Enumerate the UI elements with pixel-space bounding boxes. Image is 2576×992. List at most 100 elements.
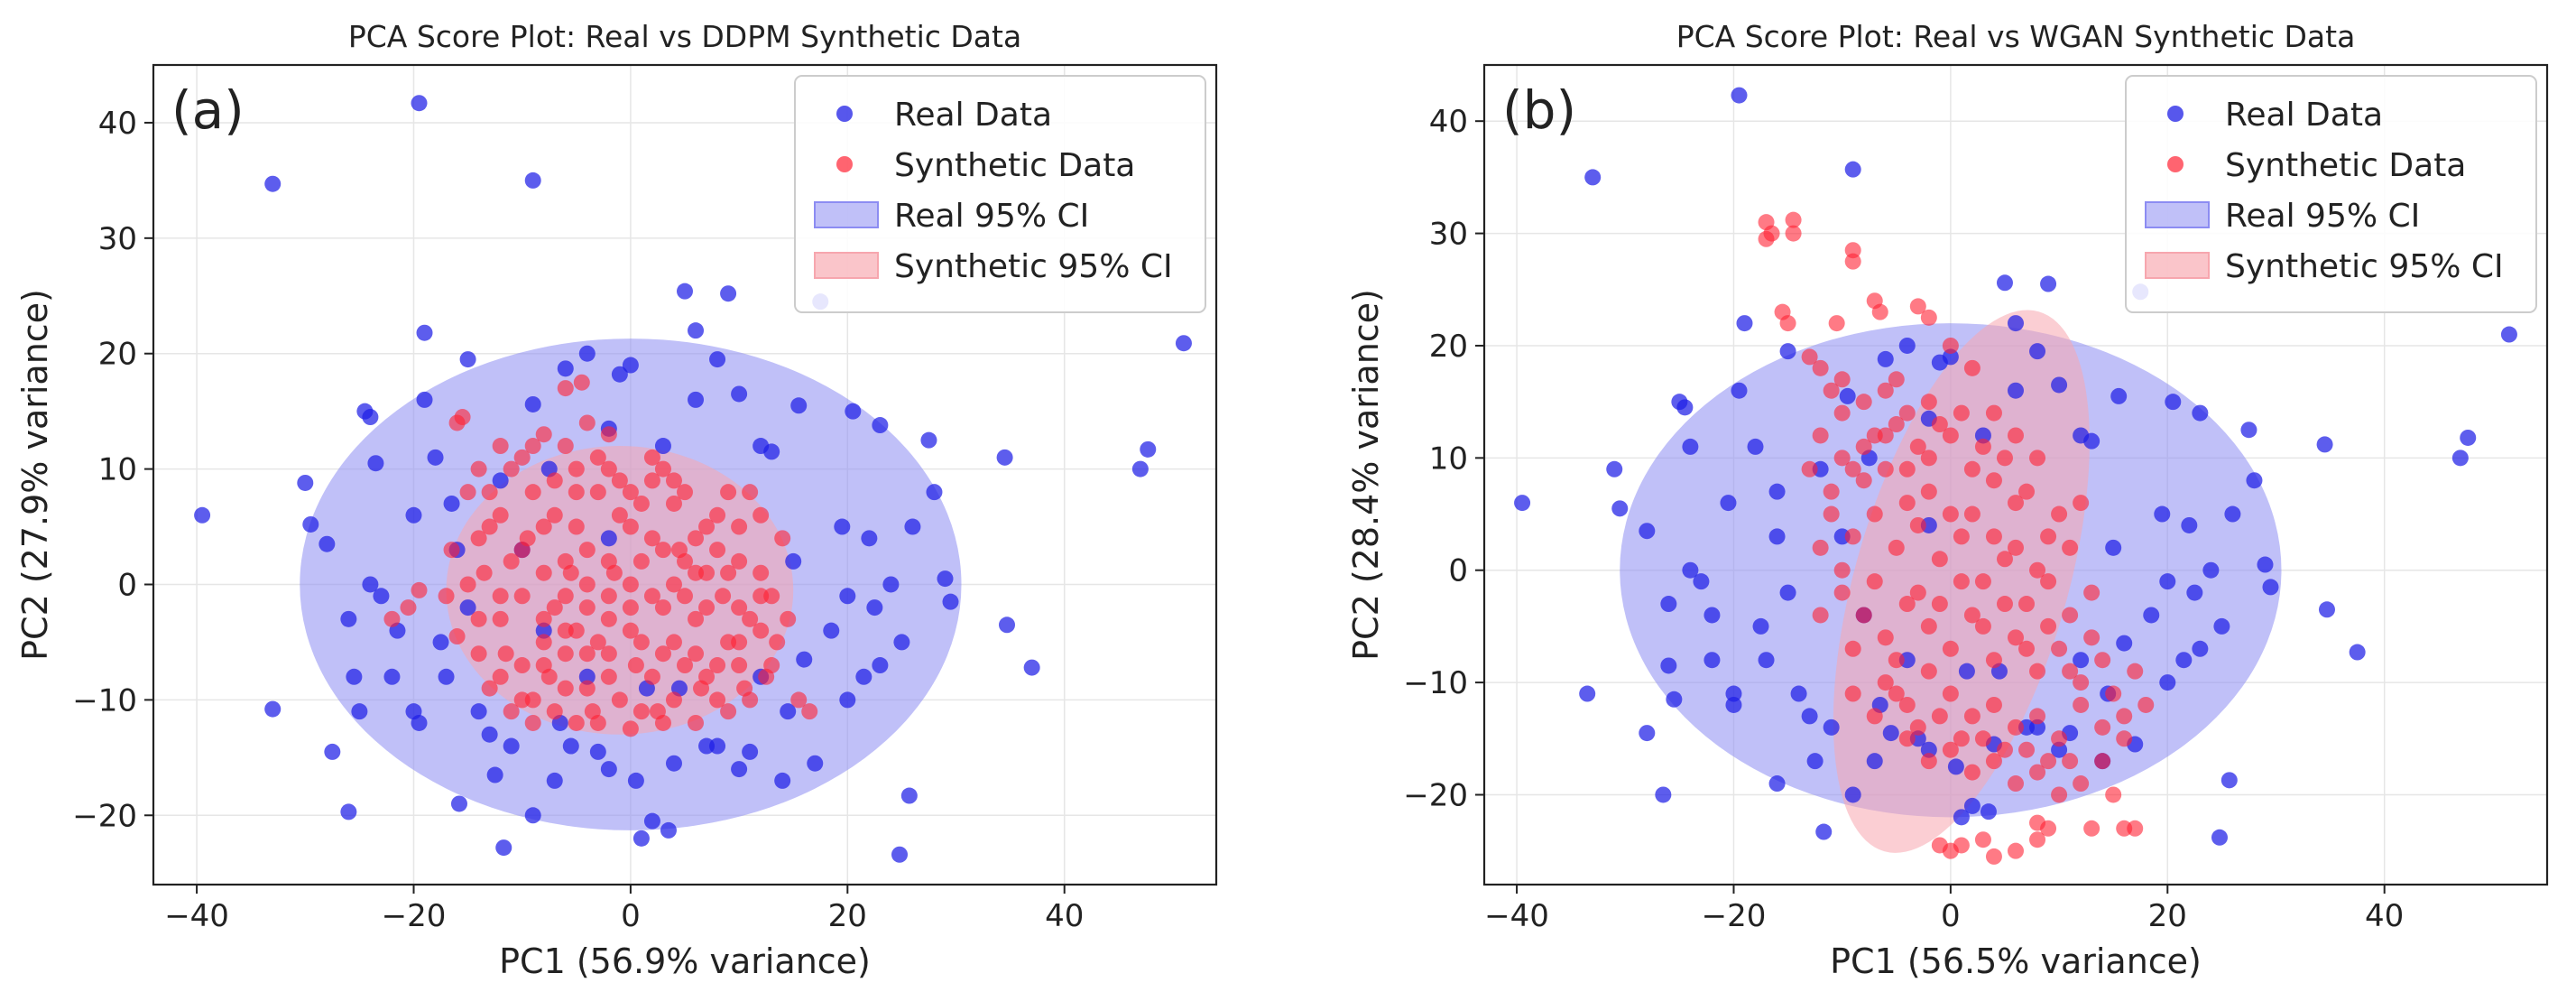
synthetic-data-point: [752, 564, 770, 581]
synthetic-data-point: [589, 714, 606, 731]
synthetic-data-point: [665, 691, 682, 709]
real-data-point: [1720, 495, 1737, 512]
synthetic-data-point: [535, 518, 552, 535]
real-data-point: [937, 570, 954, 588]
real-data-point: [627, 772, 644, 789]
real-data-point: [1682, 561, 1699, 579]
synthetic-data-point: [1920, 663, 1937, 680]
synthetic-data-point: [715, 588, 732, 605]
synthetic-data-point: [503, 703, 520, 720]
synthetic-data-point: [589, 634, 606, 651]
synthetic-data-point: [438, 588, 455, 605]
real-data-point: [665, 755, 682, 772]
synthetic-data-point: [665, 495, 682, 512]
real-data-point: [578, 345, 596, 362]
y-tick-label: 20: [98, 337, 137, 373]
synthetic-data-point: [557, 622, 574, 639]
synthetic-data-point: [1909, 719, 1926, 736]
synthetic-data-point: [2116, 730, 2133, 747]
synthetic-data-point: [524, 714, 541, 731]
synthetic-data-point: [1844, 253, 1861, 270]
synthetic-data-point: [1942, 640, 1959, 657]
synthetic-data-point: [720, 703, 737, 720]
real-data-point: [416, 391, 433, 408]
real-data-point: [882, 576, 900, 593]
synthetic-data-point: [665, 576, 682, 593]
synthetic-data-point: [688, 530, 705, 547]
real-data-point: [1958, 663, 1975, 680]
synthetic-data-point: [1953, 573, 1970, 590]
real-data-point: [2240, 422, 2257, 439]
synthetic-data-point: [1974, 573, 1991, 590]
x-tick-label: 20: [828, 898, 867, 934]
legend-entry: Real Data: [2225, 97, 2383, 134]
synthetic-data-point: [698, 599, 716, 617]
plot-area: [1514, 87, 2517, 865]
synthetic-data-point: [1963, 607, 1980, 624]
synthetic-data-point: [481, 518, 498, 535]
synthetic-data-point: [731, 634, 748, 651]
real-data-point: [823, 622, 840, 639]
synthetic-data-point: [600, 610, 617, 627]
synthetic-data-point: [1812, 539, 1829, 556]
synthetic-data-point: [492, 506, 509, 524]
synthetic-data-point: [1942, 337, 1959, 354]
synthetic-data-point: [524, 484, 541, 501]
real-data-point: [1736, 315, 1753, 332]
synthetic-data-point: [709, 691, 726, 709]
real-data-point: [845, 403, 862, 420]
real-data-point: [557, 360, 574, 377]
real-data-series: [1514, 87, 2517, 846]
synthetic-data-point: [1844, 460, 1861, 477]
panel-label: (a): [171, 79, 245, 141]
y-tick-label: 10: [1429, 440, 1468, 477]
synthetic-data-point: [557, 645, 574, 663]
real-data-series: [194, 95, 1192, 863]
real-data-point: [654, 438, 671, 455]
synthetic-data-point: [2062, 753, 2079, 770]
synthetic-data-point: [1920, 450, 1937, 467]
synthetic-data-point: [557, 380, 574, 397]
real-data-point: [194, 506, 211, 524]
real-data-point: [524, 807, 541, 824]
real-data-point: [1768, 483, 1786, 500]
synthetic-data-point: [557, 552, 574, 570]
real-data-point: [405, 506, 422, 524]
synthetic-data-point: [578, 645, 596, 663]
synthetic-data-point: [2137, 696, 2155, 713]
real-data-point: [622, 357, 639, 374]
synthetic-data-point: [2040, 617, 2057, 635]
real-data-point: [2040, 275, 2057, 292]
synthetic-data-point: [1844, 640, 1861, 657]
synthetic-data-point: [790, 691, 808, 709]
real-data-point: [2008, 315, 2024, 332]
synthetic-data-point: [1823, 505, 1840, 523]
synthetic-data-point: [1920, 309, 1937, 326]
synthetic-data-point: [1855, 472, 1872, 489]
real-data-point: [1815, 823, 1833, 840]
synthetic-data-point: [731, 599, 748, 617]
synthetic-data-point: [1996, 551, 2013, 568]
real-data-point: [589, 743, 606, 760]
real-data-point: [600, 530, 617, 547]
y-axis-label: PC2 (27.9% variance): [15, 289, 55, 661]
synthetic-data-point: [2018, 640, 2036, 657]
real-data-point: [2221, 772, 2238, 789]
synthetic-data-point: [400, 599, 417, 617]
real-data-point: [709, 737, 726, 755]
real-data-point: [2318, 601, 2335, 618]
synthetic-data-point: [665, 634, 682, 651]
plot-area: [194, 95, 1192, 863]
real-data-point: [546, 772, 563, 789]
real-data-point: [1758, 652, 1775, 669]
x-tick-label: 20: [2148, 898, 2187, 934]
y-tick-label: 40: [1429, 104, 1468, 140]
real-data-point: [2110, 387, 2128, 404]
real-data-point: [264, 700, 282, 718]
synthetic-data-point: [470, 530, 487, 547]
real-data-point: [1953, 809, 1970, 826]
synthetic-data-point: [2008, 495, 2024, 512]
synthetic-data-point: [677, 588, 693, 605]
real-data-point: [1942, 348, 1959, 366]
real-data-point: [2224, 505, 2241, 523]
